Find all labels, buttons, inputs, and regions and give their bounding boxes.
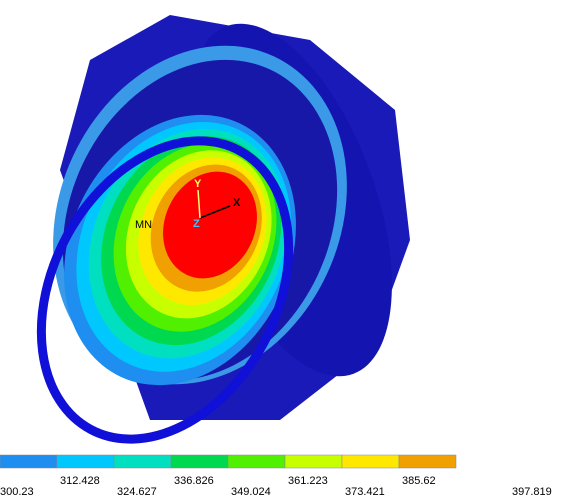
legend-swatch bbox=[285, 455, 342, 468]
legend-label: 300.23 bbox=[0, 486, 34, 498]
legend-label: 385.62 bbox=[402, 475, 436, 487]
legend-swatch bbox=[399, 455, 456, 468]
legend-swatch bbox=[228, 455, 285, 468]
z-label: Z bbox=[193, 218, 200, 230]
legend: 300.23 312.428 324.627 336.826 349.024 361.22… bbox=[0, 455, 552, 498]
legend-swatch bbox=[114, 455, 171, 468]
legend-label: 361.223 bbox=[288, 475, 328, 487]
legend-swatch bbox=[0, 455, 57, 468]
screen: X Y Z MN 300.23 312.428 324.627 336.826 349.… bbox=[0, 0, 567, 502]
legend-label: 349.024 bbox=[231, 486, 271, 498]
x-label: X bbox=[233, 197, 241, 209]
model bbox=[0, 0, 433, 482]
legend-label: 312.428 bbox=[60, 475, 100, 487]
legend-swatch bbox=[57, 455, 114, 468]
legend-swatch bbox=[342, 455, 399, 468]
min-label: MN bbox=[135, 219, 152, 231]
legend-label: 397.819 bbox=[512, 486, 552, 498]
legend-label: 336.826 bbox=[174, 475, 214, 487]
y-label: Y bbox=[194, 178, 202, 190]
legend-label: 373.421 bbox=[345, 486, 385, 498]
legend-swatch bbox=[171, 455, 228, 468]
legend-label: 324.627 bbox=[117, 486, 157, 498]
